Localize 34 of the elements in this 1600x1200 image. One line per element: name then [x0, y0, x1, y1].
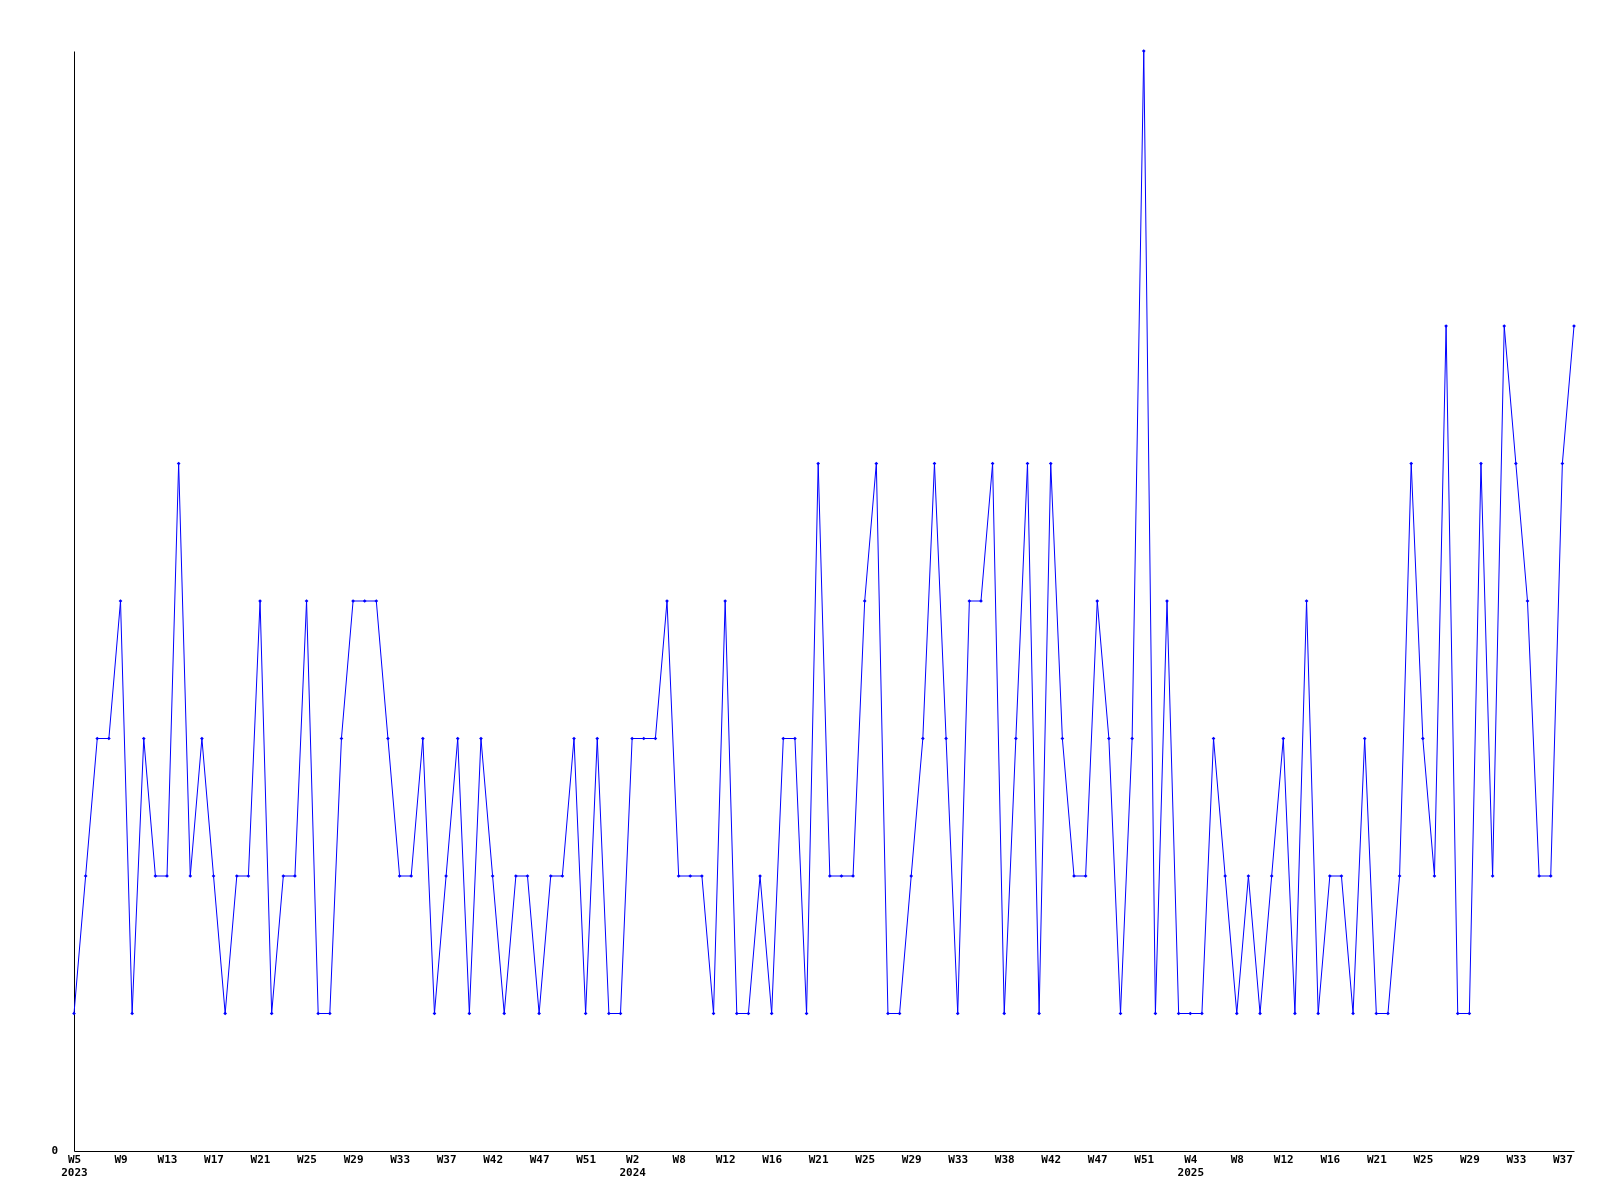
x-tick-label: W33	[1506, 1152, 1527, 1166]
x-tick-label: W2 2024	[619, 1152, 647, 1179]
x-tick-label: W8	[1230, 1152, 1244, 1166]
x-tick-label: W21	[1366, 1152, 1388, 1166]
x-tick-label: W8	[672, 1152, 686, 1166]
x-tick-label: W12	[715, 1152, 736, 1166]
x-tick-label: W21	[250, 1152, 271, 1166]
x-tick-label: W37	[1552, 1152, 1573, 1166]
text: 0	[51, 1144, 58, 1157]
x-tick-label: W42	[1041, 1152, 1062, 1166]
x-tick-label: W25	[1413, 1152, 1434, 1166]
x-tick-label: W33	[390, 1152, 411, 1166]
x-tick-label: W21	[808, 1152, 829, 1166]
x-tick-label: W5 2023	[61, 1152, 88, 1179]
x-tick-label: W16	[762, 1152, 783, 1166]
x-tick-label: W29	[901, 1152, 922, 1166]
x-tick-label: W33	[948, 1152, 969, 1166]
x-tick-label: W38	[994, 1152, 1015, 1166]
x-tick-label: W25	[297, 1152, 317, 1166]
x-tick-label: W29	[343, 1152, 364, 1166]
x-tick-label: W47	[529, 1152, 550, 1166]
x-tick-label: W47	[1087, 1152, 1108, 1166]
x-tick-label: W37	[436, 1152, 457, 1166]
x-tick-label: W4 2025	[1177, 1152, 1205, 1179]
x-tick-label: W9	[114, 1152, 128, 1166]
x-tick-label: W16	[1320, 1152, 1341, 1166]
x-tick-label: W51	[576, 1152, 597, 1166]
x-tick-label: W17	[204, 1152, 224, 1166]
x-tick-label: W29	[1459, 1152, 1480, 1166]
x-tick-label: W51	[1134, 1152, 1155, 1166]
x-tick-label: W12	[1273, 1152, 1294, 1166]
x-tick-label: W42	[483, 1152, 504, 1166]
x-tick-label: W25	[855, 1152, 876, 1166]
x-tick-label: W13	[157, 1152, 178, 1166]
